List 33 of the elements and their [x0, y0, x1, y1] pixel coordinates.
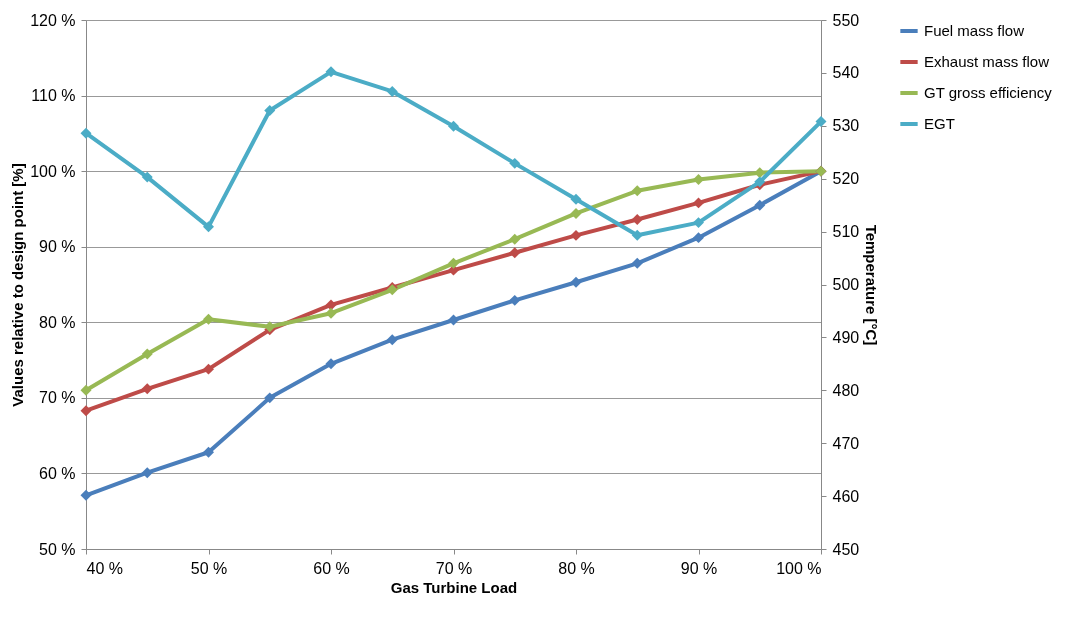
y2-tick-label: 540	[832, 64, 860, 82]
x-tick-label: 90 %	[680, 559, 718, 577]
x-tick-label: 100 %	[776, 559, 822, 577]
x-tick-label: 80 %	[558, 559, 595, 577]
y2-tick-label: 460	[832, 487, 860, 505]
y2-tick-label: 500	[832, 276, 860, 293]
y-tick-label: 60 %	[39, 464, 76, 482]
y-tick-label: 80 %	[39, 313, 76, 331]
legend-label: Exhaust mass flow	[924, 53, 1050, 70]
y2-tick-label: 510	[832, 223, 860, 241]
y-tick-label: 50 %	[39, 540, 76, 558]
y2-tick-label: 490	[832, 328, 860, 346]
y2-tick-label: 450	[832, 540, 860, 558]
x-tick-label: 50 %	[190, 559, 228, 577]
x-axis-title: Gas Turbine Load	[390, 578, 518, 596]
y-tick-label: 110 %	[31, 87, 76, 105]
y2-tick-label: 550	[832, 11, 860, 29]
legend-label: Fuel mass flow	[924, 22, 1025, 39]
y2-tick-label: 470	[832, 434, 860, 452]
y2-tick-label: 480	[832, 381, 860, 399]
x-tick-label: 60 %	[313, 559, 350, 577]
y-tick-label: 90 %	[39, 238, 76, 256]
y2-axis-title: Temperature [°C]	[863, 224, 881, 346]
y-tick-label: 120 %	[30, 11, 76, 29]
y-tick-label: 70 %	[39, 389, 76, 407]
legend-label: GT gross efficiency	[924, 84, 1053, 101]
x-tick-label: 40 %	[86, 559, 123, 577]
y-tick-label: 100 %	[30, 162, 76, 180]
y-axis-title: Values relative to design point [%]	[9, 163, 27, 407]
y2-tick-label: 530	[832, 117, 860, 135]
x-tick-label: 70 %	[435, 559, 473, 577]
legend-label: EGT	[924, 115, 955, 132]
y2-tick-label: 520	[832, 170, 860, 188]
